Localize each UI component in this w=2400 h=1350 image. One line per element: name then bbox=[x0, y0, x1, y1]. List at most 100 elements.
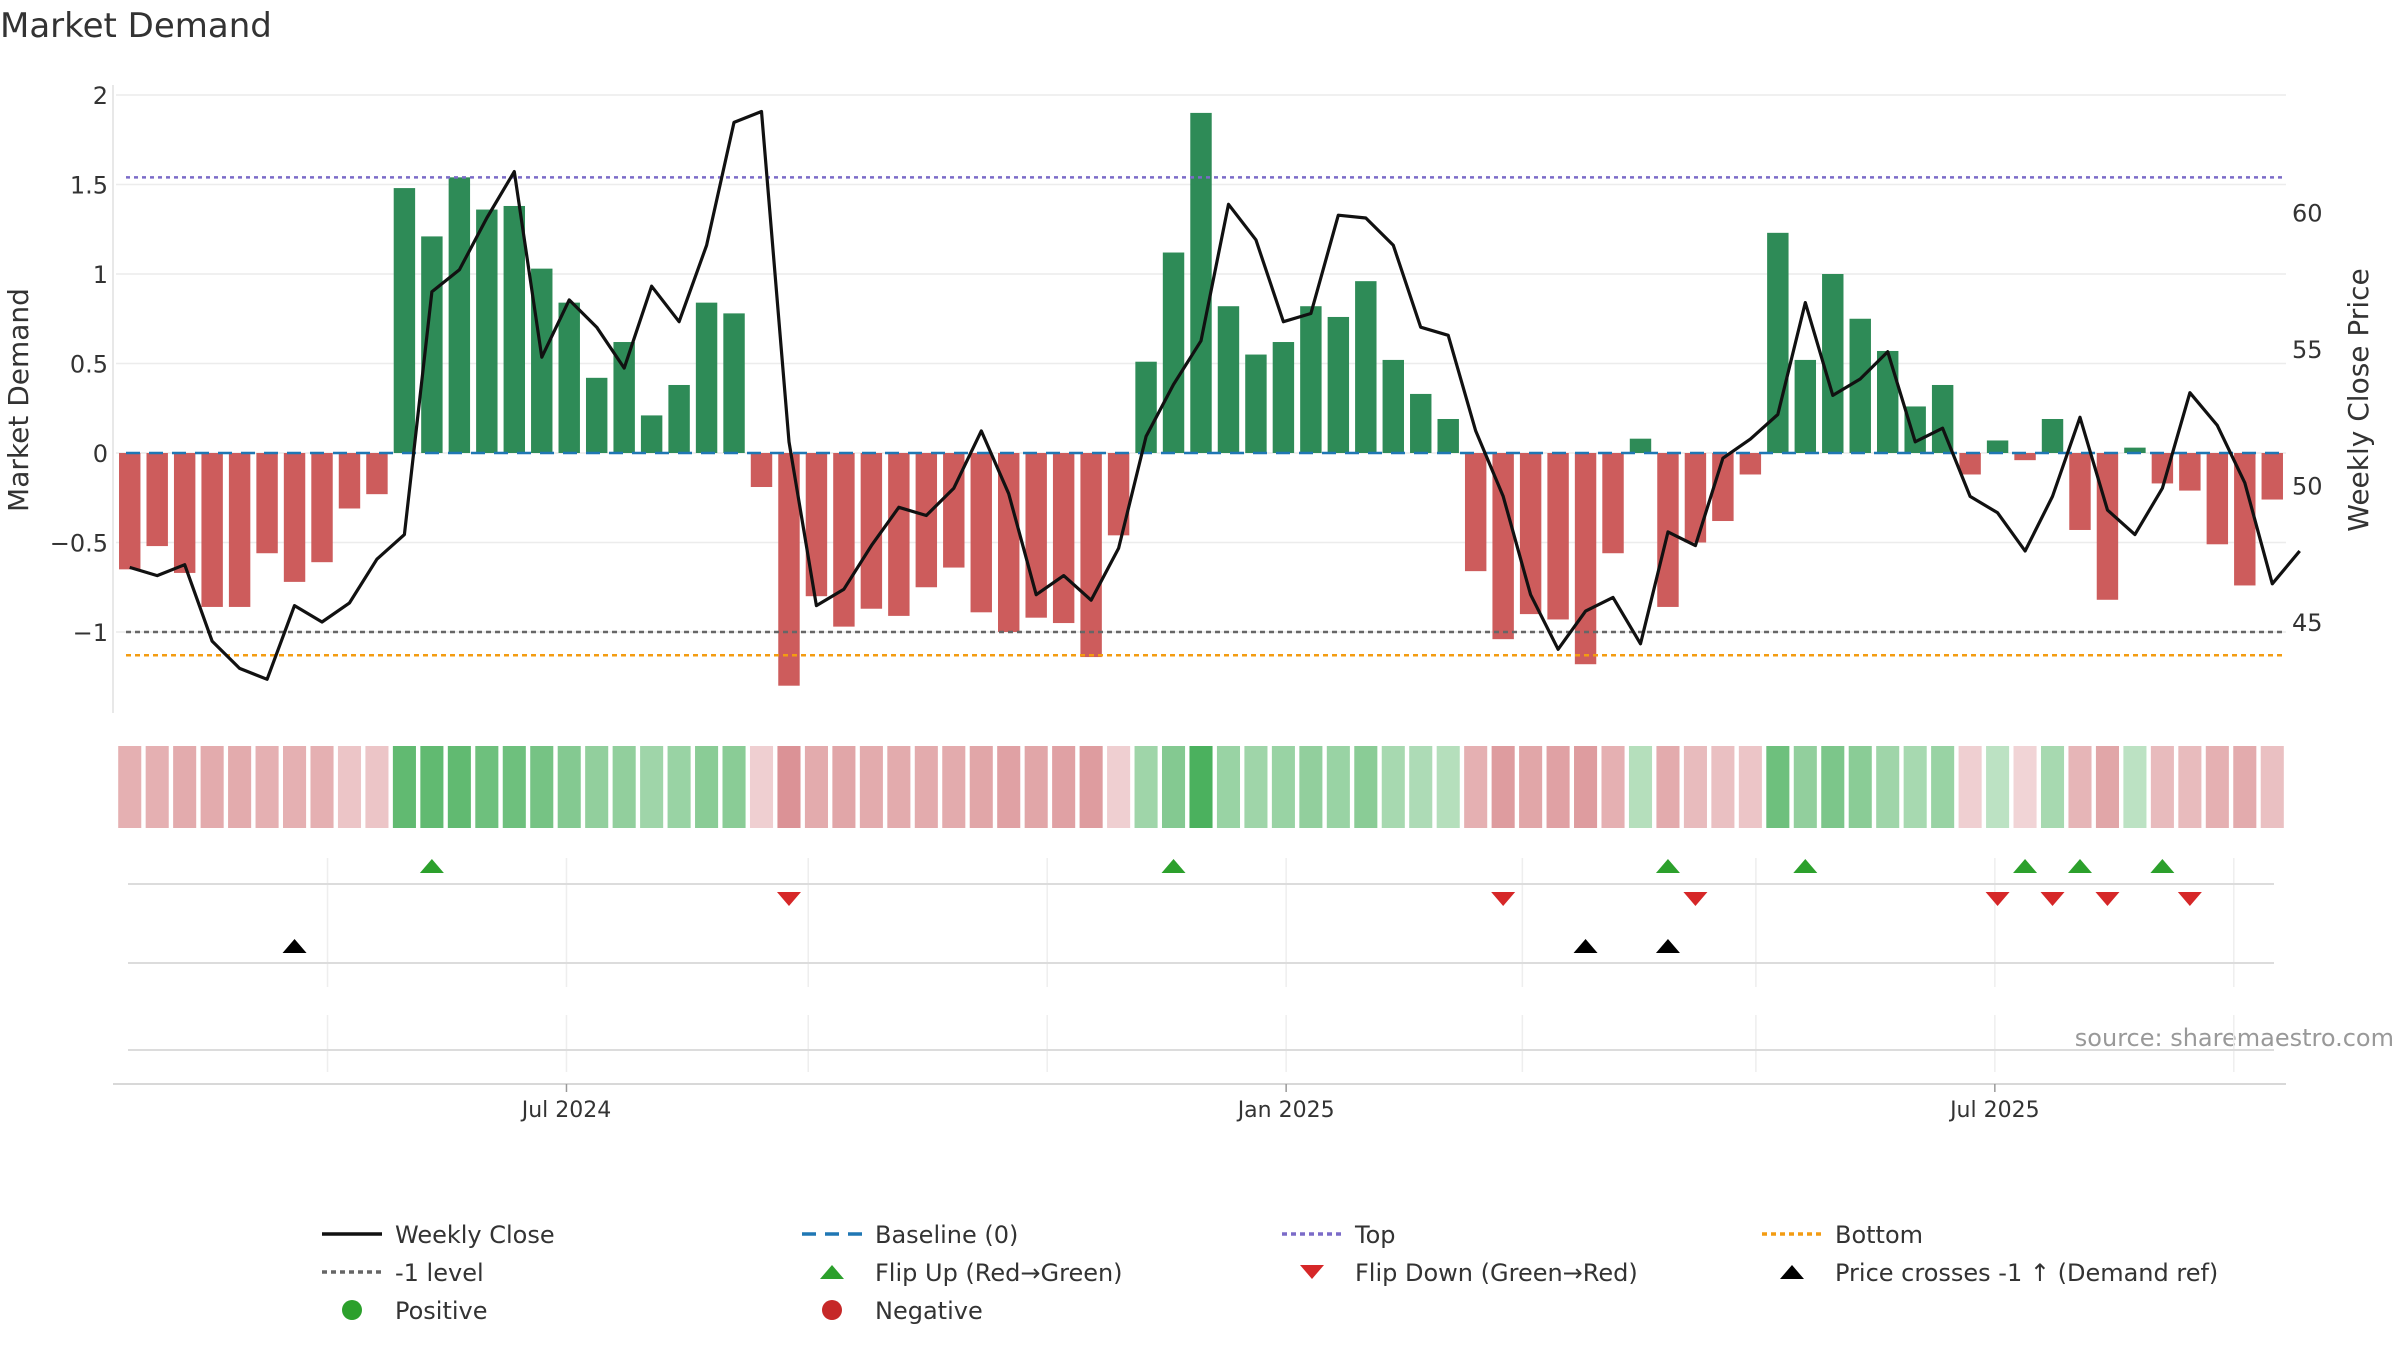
intensity-cell bbox=[392, 746, 416, 828]
flip-up-marker bbox=[1161, 859, 1186, 873]
negative-demand-bar bbox=[915, 453, 938, 588]
intensity-cell bbox=[255, 746, 279, 828]
negative-demand-bar bbox=[2206, 453, 2229, 545]
intensity-cell bbox=[1519, 746, 1543, 828]
intensity-cell bbox=[2013, 746, 2037, 828]
legend-item: Negative bbox=[822, 1297, 983, 1325]
legend-swatch bbox=[342, 1300, 362, 1320]
y-tick-label: −0.5 bbox=[50, 530, 108, 558]
negative-demand-bar bbox=[2234, 453, 2256, 586]
intensity-cell bbox=[118, 746, 142, 828]
y2-tick-label: 55 bbox=[2292, 336, 2323, 364]
negative-demand-bar bbox=[943, 453, 965, 568]
negative-demand-bar bbox=[1684, 453, 1707, 543]
intensity-cell bbox=[2150, 746, 2174, 828]
negative-demand-bar bbox=[2179, 453, 2201, 491]
negative-demand-bar bbox=[1547, 453, 1569, 620]
intensity-cell bbox=[612, 746, 636, 828]
legend-label: -1 level bbox=[395, 1259, 484, 1287]
y2-tick-label: 45 bbox=[2292, 609, 2323, 637]
positive-demand-bar bbox=[1382, 359, 1404, 453]
legend-item: Weekly Close bbox=[322, 1221, 555, 1249]
negative-demand-bar bbox=[256, 453, 278, 554]
flip-down-marker bbox=[1491, 892, 1516, 906]
y-axis-label: Market Demand bbox=[2, 288, 35, 512]
intensity-cell bbox=[1354, 746, 1378, 828]
flip-down-marker bbox=[2177, 892, 2202, 906]
positive-demand-bar bbox=[2041, 418, 2064, 453]
intensity-cell bbox=[1107, 746, 1131, 828]
positive-demand-bar bbox=[1876, 350, 1899, 453]
negative-demand-bar bbox=[146, 453, 168, 547]
intensity-cell bbox=[1079, 746, 1103, 828]
legend-item: Baseline (0) bbox=[802, 1221, 1018, 1249]
positive-demand-bar bbox=[393, 188, 416, 453]
negative-demand-bar bbox=[833, 453, 855, 627]
flip-down-marker bbox=[1683, 892, 1708, 906]
y-tick-label: 0.5 bbox=[70, 351, 108, 379]
intensity-cell bbox=[1326, 746, 1350, 828]
negative-demand-bar bbox=[998, 453, 1020, 632]
positive-demand-bar bbox=[503, 205, 526, 453]
intensity-cell bbox=[1683, 746, 1707, 828]
legend-swatch bbox=[820, 1265, 844, 1279]
y-tick-label: 2 bbox=[93, 82, 108, 110]
intensity-cell bbox=[1738, 746, 1762, 828]
intensity-cell bbox=[997, 746, 1021, 828]
negative-demand-bar bbox=[2069, 453, 2091, 530]
flip-down-marker bbox=[776, 892, 801, 906]
positive-demand-bar bbox=[1190, 112, 1212, 454]
negative-demand-bar bbox=[1080, 453, 1102, 658]
positive-demand-bar bbox=[1437, 418, 1459, 453]
intensity-cell bbox=[228, 746, 252, 828]
negative-demand-bar bbox=[860, 453, 883, 609]
positive-demand-bar bbox=[1355, 281, 1377, 453]
intensity-cell bbox=[2123, 746, 2147, 828]
legend-item: Price crosses -1 ↑ (Demand ref) bbox=[1780, 1259, 2218, 1287]
intensity-cell bbox=[1161, 746, 1186, 828]
y-tick-label: 0 bbox=[93, 440, 108, 468]
intensity-cell bbox=[1491, 746, 1515, 828]
intensity-cell bbox=[283, 746, 307, 828]
negative-demand-bar bbox=[888, 453, 910, 616]
intensity-cell bbox=[1848, 746, 1872, 828]
intensity-cell bbox=[695, 746, 719, 828]
legend-label: Price crosses -1 ↑ (Demand ref) bbox=[1835, 1259, 2218, 1287]
intensity-cell bbox=[1958, 746, 1982, 828]
flip-up-marker bbox=[419, 859, 444, 873]
legend-swatch bbox=[1300, 1265, 1324, 1279]
intensity-cell bbox=[1464, 746, 1488, 828]
negative-demand-bar bbox=[366, 453, 388, 495]
legend-item: -1 level bbox=[322, 1259, 484, 1287]
intensity-cell bbox=[1024, 746, 1048, 828]
positive-demand-bar bbox=[448, 177, 471, 453]
negative-demand-bar bbox=[1052, 453, 1075, 624]
intensity-cell bbox=[585, 746, 609, 828]
intensity-cell bbox=[200, 746, 224, 828]
intensity-cell bbox=[942, 746, 966, 828]
legend-item: Flip Up (Red→Green) bbox=[820, 1259, 1123, 1287]
negative-demand-bar bbox=[805, 453, 828, 597]
intensity-cell bbox=[502, 746, 526, 828]
flip-up-marker bbox=[2150, 859, 2175, 873]
negative-demand-bar bbox=[201, 453, 223, 607]
legend-item: Top bbox=[1282, 1221, 1396, 1249]
negative-demand-bar bbox=[119, 453, 141, 570]
intensity-cell bbox=[1216, 746, 1241, 828]
intensity-cell bbox=[1628, 746, 1653, 828]
intensity-cell bbox=[2040, 746, 2065, 828]
negative-demand-bar bbox=[1574, 453, 1597, 665]
negative-demand-bar bbox=[2096, 453, 2119, 600]
legend-label: Top bbox=[1354, 1221, 1396, 1249]
intensity-cell bbox=[914, 746, 938, 828]
flip-down-marker bbox=[2040, 892, 2065, 906]
positive-demand-bar bbox=[1904, 406, 1926, 453]
positive-demand-bar bbox=[1327, 316, 1350, 453]
positive-demand-bar bbox=[585, 377, 608, 453]
intensity-cell bbox=[145, 746, 169, 828]
positive-demand-bar bbox=[1986, 440, 2009, 453]
intensity-cell bbox=[777, 746, 801, 828]
positive-demand-bar bbox=[613, 342, 635, 453]
intensity-cell bbox=[173, 746, 197, 828]
negative-demand-bar bbox=[1602, 453, 1624, 554]
